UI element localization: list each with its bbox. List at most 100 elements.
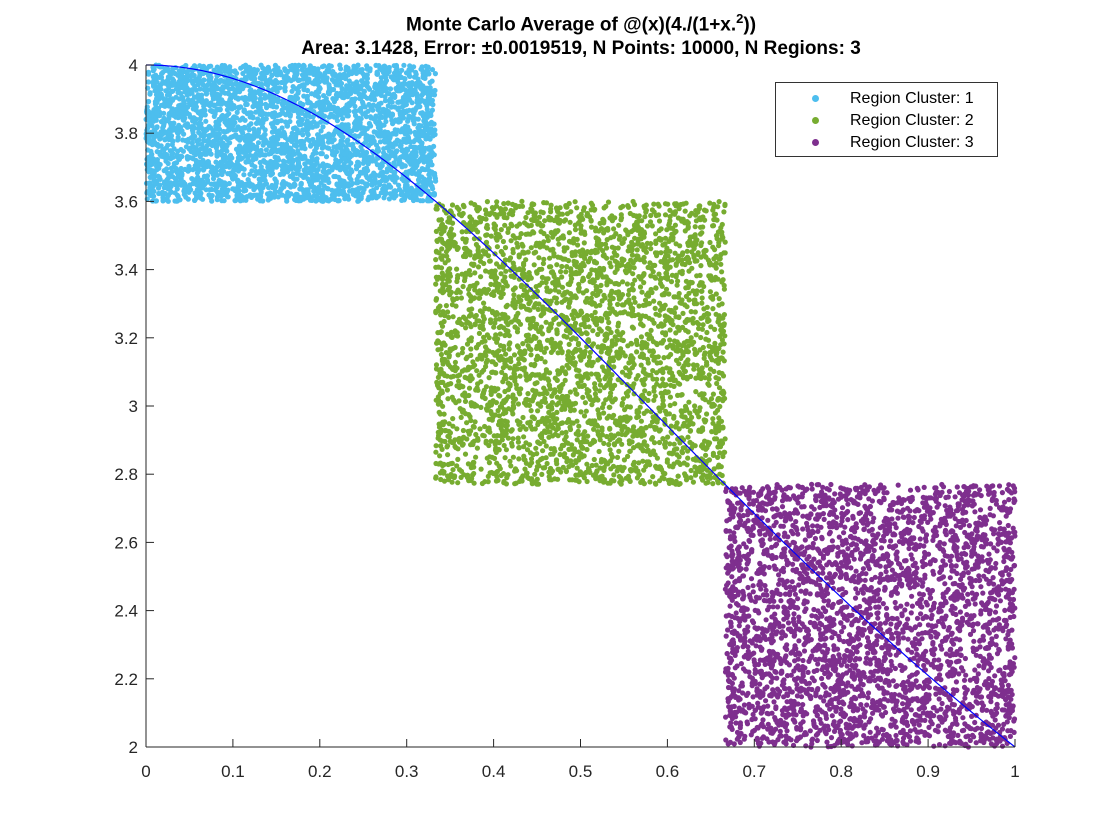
data-point (272, 163, 278, 169)
data-point (299, 117, 305, 123)
data-point (375, 145, 381, 151)
data-point (282, 85, 288, 91)
data-point (226, 111, 232, 117)
data-point (269, 110, 275, 117)
data-point (272, 82, 278, 88)
data-point (147, 91, 153, 97)
data-point (710, 481, 716, 487)
data-point (222, 90, 228, 96)
data-point (685, 434, 691, 440)
data-point (257, 152, 263, 158)
data-point (472, 270, 478, 276)
data-point (683, 278, 690, 284)
data-point (220, 64, 226, 70)
data-point (158, 91, 164, 97)
data-point (242, 181, 248, 187)
data-point (171, 81, 177, 87)
data-point (291, 108, 297, 114)
data-point (218, 193, 224, 199)
data-point (244, 101, 250, 107)
data-point (250, 153, 256, 159)
data-point (221, 128, 227, 135)
data-point (671, 383, 677, 389)
data-point (270, 129, 276, 135)
data-point (197, 63, 203, 69)
data-point (183, 144, 189, 150)
data-point (403, 70, 410, 76)
data-point (428, 100, 434, 107)
data-point (308, 143, 314, 149)
data-point (402, 76, 408, 82)
data-point (389, 112, 395, 118)
data-point (541, 385, 547, 391)
data-point (177, 114, 183, 120)
data-point (316, 84, 323, 91)
data-point (213, 119, 219, 125)
data-point (599, 456, 605, 463)
data-point (241, 83, 247, 89)
data-point (402, 98, 408, 104)
data-point (570, 335, 576, 341)
scatter-points (143, 62, 1018, 750)
data-point (351, 151, 357, 157)
data-point (163, 156, 169, 162)
data-point (275, 155, 281, 161)
data-point (191, 125, 197, 132)
data-point (255, 116, 261, 122)
data-point (335, 143, 341, 149)
data-point (501, 442, 507, 449)
data-point (572, 199, 578, 205)
data-point (209, 164, 215, 170)
data-point (386, 196, 392, 202)
data-point (640, 381, 646, 387)
data-point (418, 85, 424, 91)
data-point (196, 137, 202, 143)
data-point (288, 166, 294, 172)
data-point (341, 91, 347, 97)
data-point (346, 91, 352, 98)
data-point (166, 115, 172, 122)
data-point (341, 151, 347, 157)
data-point (292, 125, 298, 131)
data-point (325, 132, 332, 138)
data-point (566, 365, 572, 371)
data-point (446, 421, 452, 427)
data-point (571, 258, 577, 264)
data-point (154, 124, 160, 130)
data-point (377, 65, 383, 72)
data-point (358, 193, 364, 200)
data-point (150, 169, 157, 175)
data-point (449, 366, 456, 372)
data-point (638, 334, 645, 340)
data-point (309, 80, 316, 86)
data-point (179, 128, 185, 134)
data-point (484, 199, 490, 205)
data-point (578, 322, 584, 328)
data-point (360, 185, 366, 192)
data-point (581, 475, 588, 481)
data-point (703, 452, 709, 458)
data-point (455, 456, 461, 462)
data-point (371, 170, 377, 176)
data-point (718, 261, 724, 267)
data-point (232, 164, 238, 170)
data-point (506, 346, 512, 352)
data-point (292, 96, 298, 102)
data-point (401, 136, 407, 142)
data-point (365, 161, 371, 167)
data-point (564, 334, 570, 340)
data-point (621, 457, 628, 463)
data-point (574, 205, 580, 211)
data-point (538, 403, 544, 409)
data-point (188, 135, 194, 141)
data-point (502, 245, 509, 251)
data-point (477, 426, 483, 432)
data-point (266, 194, 272, 201)
chart-title: Monte Carlo Average of @(x)(4./(1+x.2)) (405, 11, 757, 36)
data-point (426, 146, 432, 152)
data-point (387, 191, 393, 197)
data-point (699, 295, 705, 301)
data-point (171, 164, 177, 170)
data-point (324, 185, 330, 192)
data-point (209, 90, 215, 96)
